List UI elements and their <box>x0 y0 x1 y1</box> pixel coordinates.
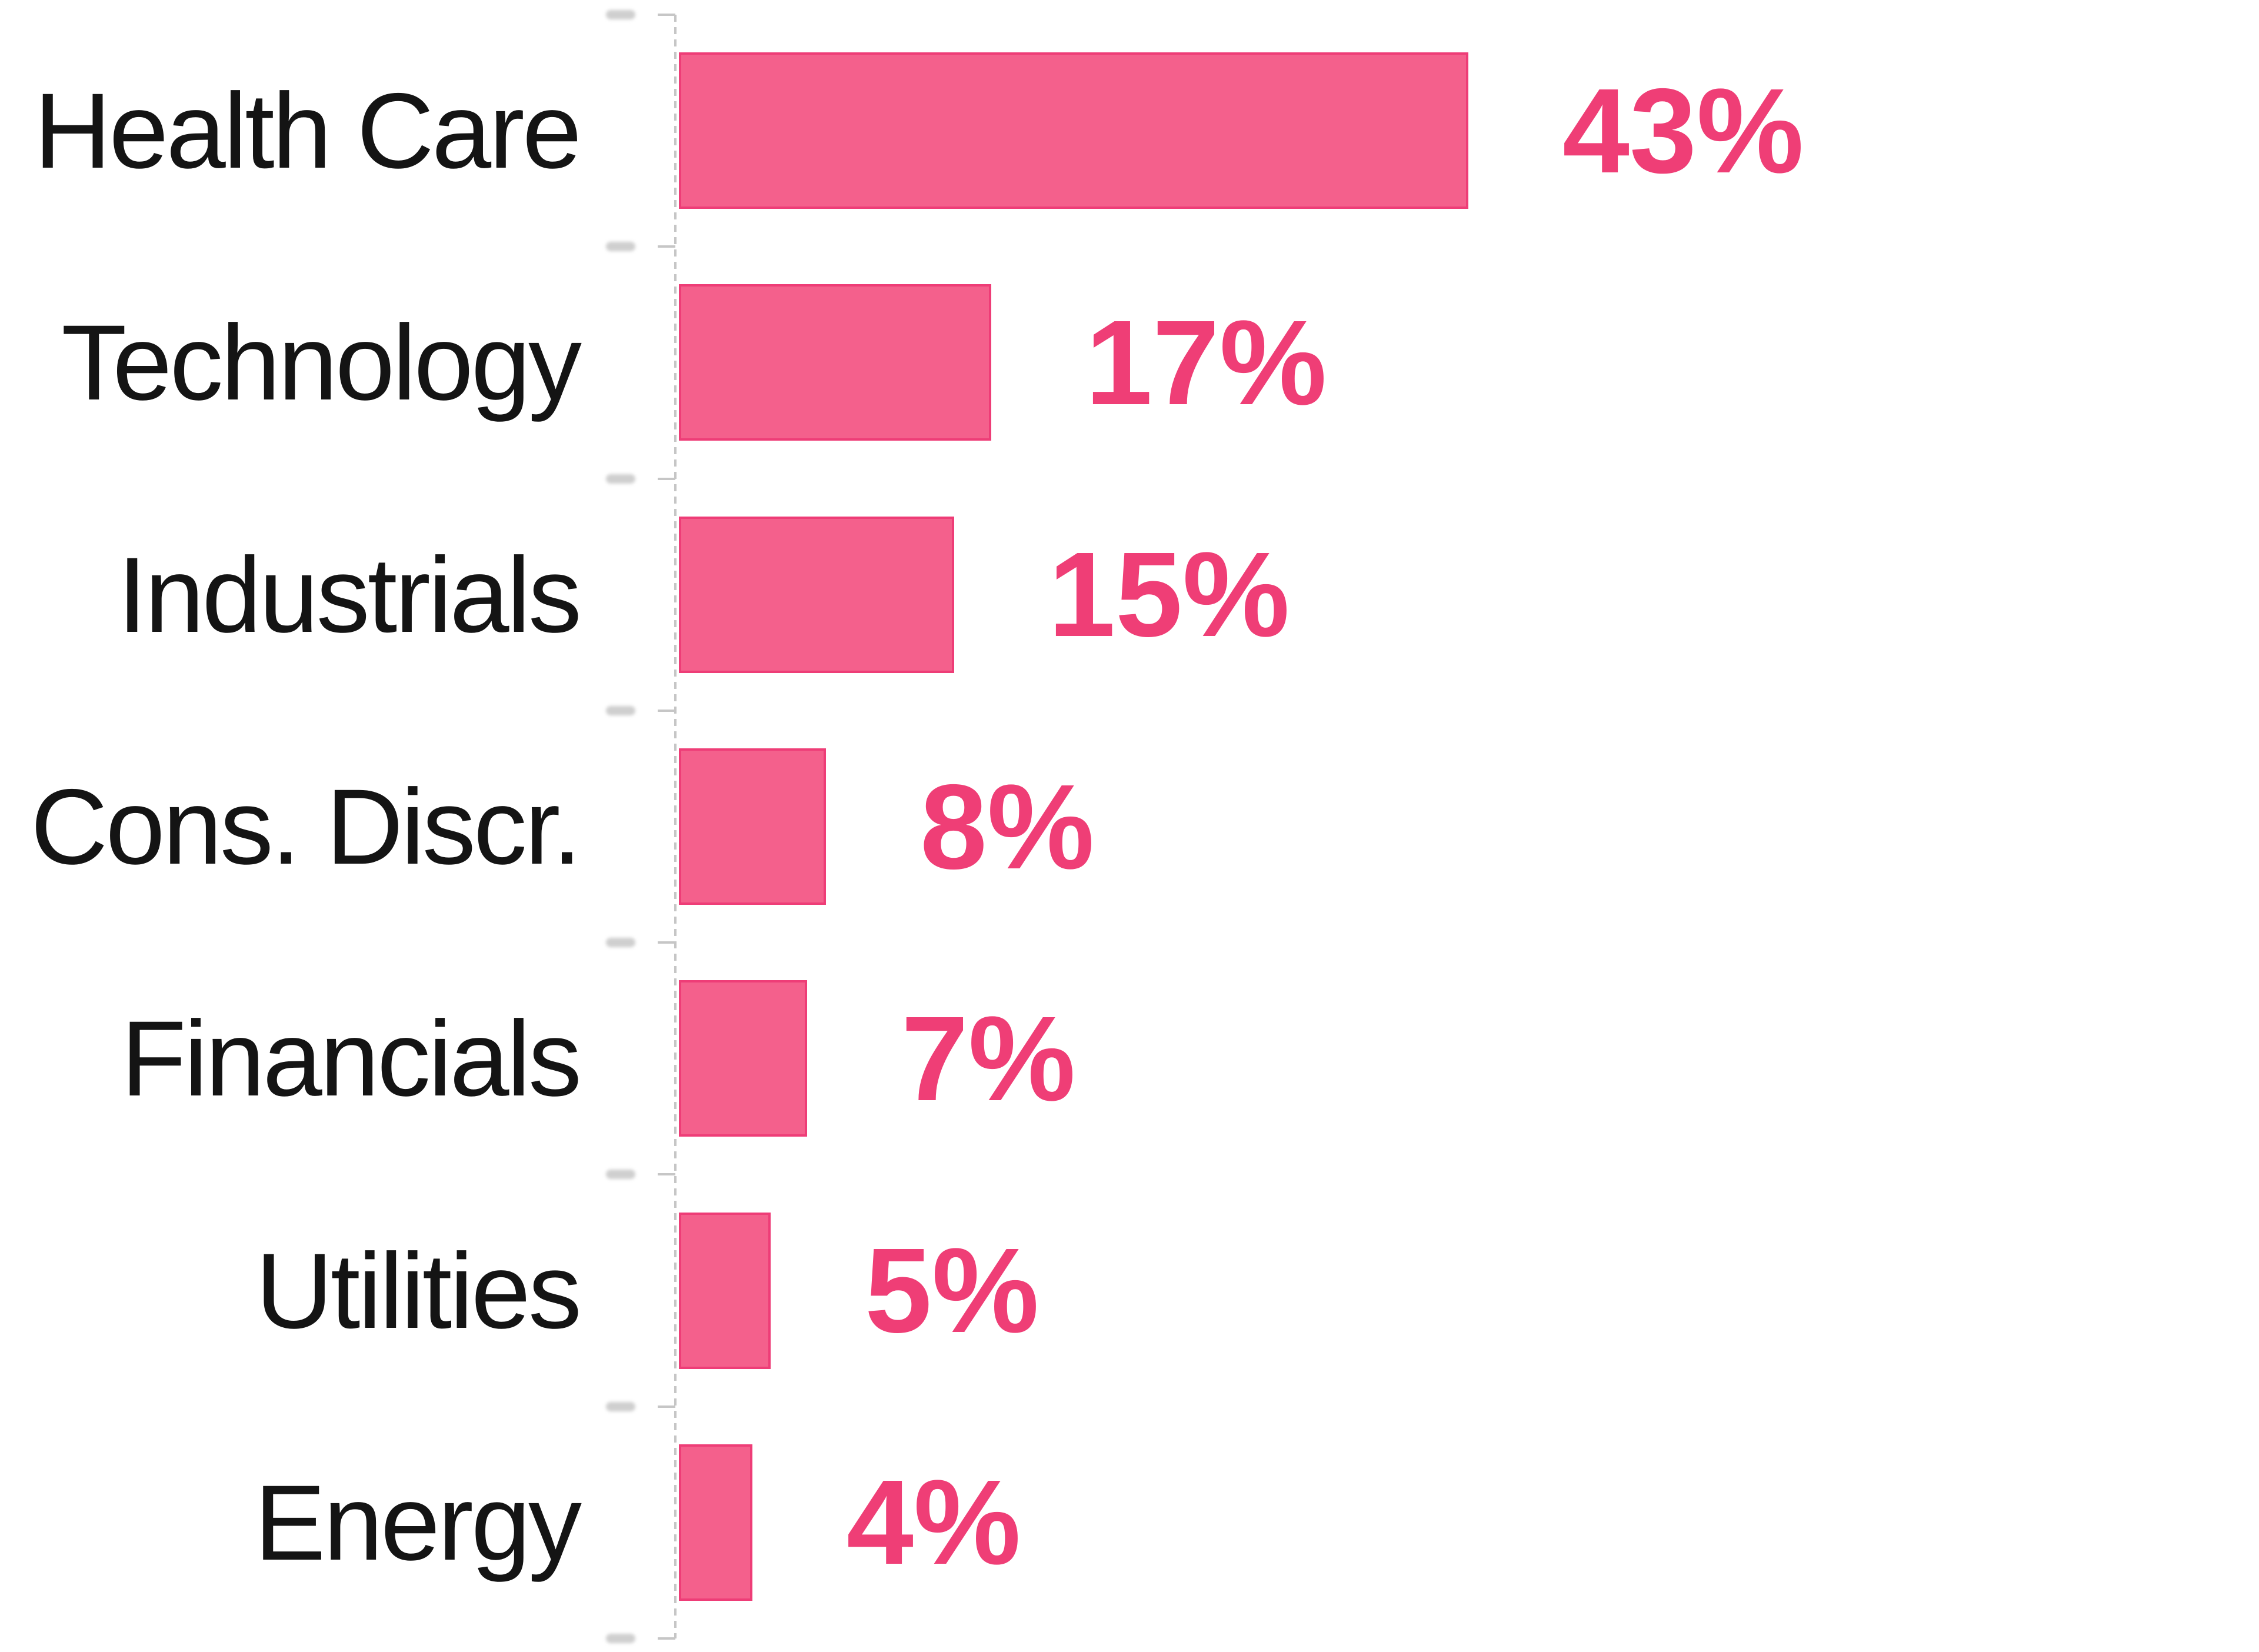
value-label: 15% <box>1048 527 1290 662</box>
axis-tick-mark <box>658 709 675 712</box>
bar <box>679 52 1468 209</box>
axis-tick-mark <box>658 245 675 248</box>
axis-tick-mark <box>658 477 675 480</box>
axis-tick-mark <box>658 14 675 16</box>
axis-tick-label-illegible <box>606 1170 635 1180</box>
value-label: 4% <box>847 1455 1021 1590</box>
bar <box>679 516 954 673</box>
axis-tick-label-illegible <box>606 242 635 252</box>
bar <box>679 1212 771 1369</box>
axis-tick-label-illegible <box>606 938 635 948</box>
bar <box>679 980 807 1137</box>
category-label: Financials <box>121 998 582 1119</box>
axis-tick-mark <box>658 1173 675 1176</box>
axis-tick-label-illegible <box>606 474 635 484</box>
bar <box>679 284 991 441</box>
axis-tick-mark <box>658 941 675 944</box>
value-label: 7% <box>901 991 1076 1126</box>
axis-tick-label-illegible <box>606 705 635 715</box>
value-label: 8% <box>920 759 1095 894</box>
category-label: Technology <box>61 302 582 423</box>
value-label: 17% <box>1085 295 1327 430</box>
category-label: Cons. Discr. <box>30 766 582 887</box>
bar <box>679 748 826 905</box>
axis-tick-label-illegible <box>606 1634 635 1643</box>
category-label: Energy <box>254 1462 582 1583</box>
axis-tick-label-illegible <box>606 10 635 19</box>
category-label: Industrials <box>117 534 582 655</box>
bar <box>679 1444 752 1601</box>
category-label: Utilities <box>255 1230 582 1351</box>
axis-tick-label-illegible <box>606 1401 635 1411</box>
y-axis-line <box>674 15 677 1638</box>
value-label: 5% <box>865 1223 1039 1358</box>
axis-tick-mark <box>658 1637 675 1640</box>
axis-tick-mark <box>658 1405 675 1408</box>
value-label: 43% <box>1562 63 1804 198</box>
category-label: Health Care <box>34 71 582 191</box>
